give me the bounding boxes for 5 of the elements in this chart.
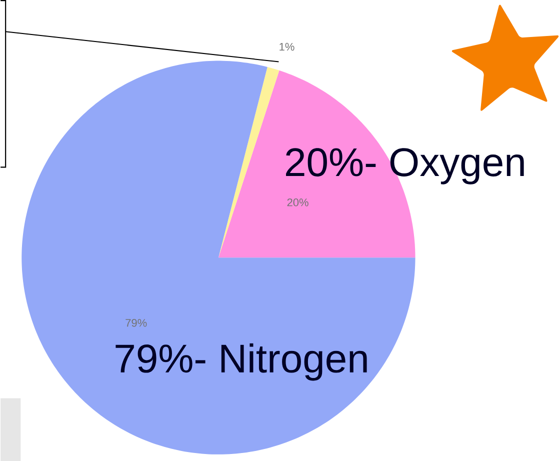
slice-label: 79%- Nitrogen (116, 343, 367, 380)
slice-label: 20%- Oxygen (286, 148, 524, 184)
data-label: 79% (126, 318, 147, 327)
data-label: 20% (287, 198, 308, 206)
data-label: 1% (280, 42, 294, 50)
